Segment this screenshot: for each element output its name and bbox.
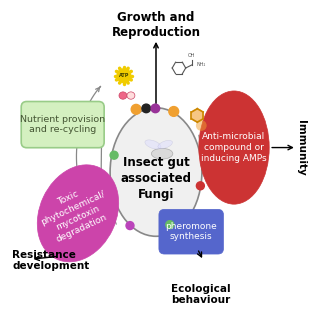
Ellipse shape	[151, 148, 173, 159]
Ellipse shape	[127, 92, 135, 99]
Text: ATP: ATP	[119, 73, 129, 78]
Text: OH: OH	[188, 53, 196, 58]
Text: Immunity: Immunity	[296, 120, 306, 175]
Ellipse shape	[199, 91, 269, 204]
Circle shape	[169, 107, 179, 116]
Text: Anti-microbial
compound or
inducing AMPs: Anti-microbial compound or inducing AMPs	[201, 132, 267, 163]
Text: NH₂: NH₂	[196, 63, 206, 67]
Circle shape	[117, 69, 131, 82]
Circle shape	[131, 104, 141, 114]
Circle shape	[142, 104, 150, 113]
FancyBboxPatch shape	[159, 209, 223, 254]
Circle shape	[166, 221, 174, 229]
Circle shape	[110, 151, 118, 159]
Text: Nutrient provision
and re-cycling: Nutrient provision and re-cycling	[20, 115, 105, 134]
Ellipse shape	[119, 92, 127, 99]
Text: Growth and
Reproduction: Growth and Reproduction	[111, 12, 201, 39]
Ellipse shape	[37, 165, 119, 262]
Circle shape	[196, 182, 204, 190]
Ellipse shape	[196, 120, 207, 131]
Ellipse shape	[145, 140, 161, 149]
Circle shape	[126, 222, 134, 230]
Text: Toxic
phytochemical/
mycotoxin
degradation: Toxic phytochemical/ mycotoxin degradati…	[34, 179, 115, 247]
Text: Ecological
behaviour: Ecological behaviour	[171, 284, 230, 305]
Text: Insect gut
associated
Fungi: Insect gut associated Fungi	[120, 156, 192, 201]
Text: Resistance
development: Resistance development	[12, 250, 90, 272]
Ellipse shape	[158, 140, 173, 149]
FancyBboxPatch shape	[21, 101, 104, 148]
Text: pheromone
synthesis: pheromone synthesis	[165, 222, 217, 241]
Circle shape	[151, 104, 160, 113]
Ellipse shape	[110, 108, 202, 236]
Ellipse shape	[191, 109, 204, 122]
